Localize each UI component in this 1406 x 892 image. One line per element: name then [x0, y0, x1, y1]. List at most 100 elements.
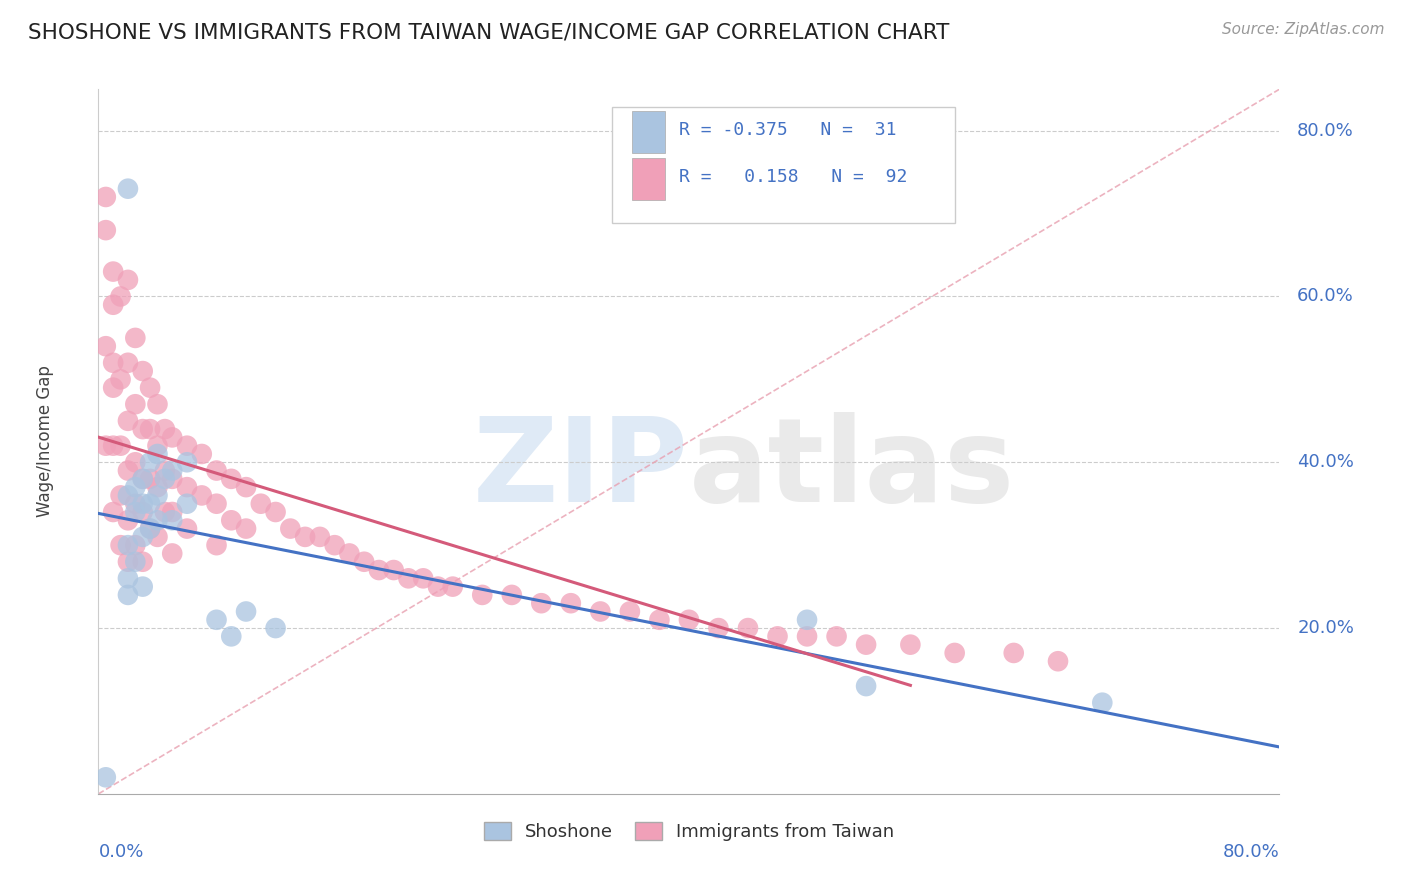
Point [1046, 654, 1070, 668]
Point [146, 397, 169, 411]
Text: 20.0%: 20.0% [1298, 619, 1354, 637]
Point [368, 563, 391, 577]
Point [339, 546, 361, 560]
Point [162, 513, 183, 527]
Point [103, 356, 125, 370]
Point [162, 472, 183, 486]
Point [117, 182, 139, 196]
Point [221, 629, 243, 643]
Point [103, 381, 125, 395]
Point [110, 439, 132, 453]
Point [132, 530, 155, 544]
Point [146, 513, 169, 527]
Point [117, 464, 139, 478]
Point [132, 472, 155, 486]
Text: R =   0.158   N =  92: R = 0.158 N = 92 [679, 169, 908, 186]
Text: 40.0%: 40.0% [1298, 453, 1354, 471]
Point [162, 546, 183, 560]
Point [117, 488, 139, 502]
Point [176, 455, 198, 469]
Point [855, 638, 877, 652]
Point [1091, 696, 1114, 710]
Point [191, 447, 214, 461]
Point [132, 555, 155, 569]
Point [382, 563, 405, 577]
Text: 80.0%: 80.0% [1223, 843, 1279, 861]
Point [117, 538, 139, 552]
Point [153, 472, 176, 486]
Point [205, 497, 228, 511]
Point [825, 629, 848, 643]
Point [264, 621, 287, 635]
Text: Wage/Income Gap: Wage/Income Gap [37, 366, 55, 517]
Point [250, 497, 273, 511]
Point [132, 422, 155, 436]
Point [153, 422, 176, 436]
Point [132, 472, 155, 486]
Text: 80.0%: 80.0% [1298, 121, 1354, 140]
Point [146, 488, 169, 502]
Point [191, 488, 214, 502]
Point [117, 555, 139, 569]
Text: R = -0.375   N =  31: R = -0.375 N = 31 [679, 121, 897, 139]
Point [589, 605, 612, 619]
Point [139, 422, 162, 436]
Point [139, 522, 162, 536]
Point [323, 538, 346, 552]
Point [412, 571, 434, 585]
Point [176, 497, 198, 511]
Point [309, 530, 332, 544]
Point [117, 571, 139, 585]
Point [139, 455, 162, 469]
Point [110, 538, 132, 552]
Point [900, 638, 922, 652]
Point [94, 339, 117, 353]
Point [117, 414, 139, 428]
Point [94, 190, 117, 204]
Point [205, 538, 228, 552]
Point [124, 397, 146, 411]
Point [1002, 646, 1025, 660]
Point [146, 480, 169, 494]
Point [264, 505, 287, 519]
Point [146, 530, 169, 544]
Point [124, 505, 146, 519]
Text: atlas: atlas [689, 412, 1015, 527]
Point [117, 356, 139, 370]
Point [117, 273, 139, 287]
Point [294, 530, 316, 544]
Point [235, 480, 257, 494]
Point [205, 464, 228, 478]
Point [707, 621, 730, 635]
Point [110, 488, 132, 502]
Text: SHOSHONE VS IMMIGRANTS FROM TAIWAN WAGE/INCOME GAP CORRELATION CHART: SHOSHONE VS IMMIGRANTS FROM TAIWAN WAGE/… [28, 22, 949, 42]
Text: 0.0%: 0.0% [98, 843, 143, 861]
Point [139, 381, 162, 395]
Point [139, 472, 162, 486]
Point [176, 522, 198, 536]
Point [153, 505, 176, 519]
Point [855, 679, 877, 693]
Point [153, 464, 176, 478]
Point [94, 223, 117, 237]
Point [124, 497, 146, 511]
Point [94, 439, 117, 453]
Point [124, 538, 146, 552]
Point [146, 447, 169, 461]
Point [678, 613, 700, 627]
Point [235, 522, 257, 536]
Point [943, 646, 966, 660]
Point [205, 613, 228, 627]
Point [132, 505, 155, 519]
Point [110, 289, 132, 303]
Point [103, 264, 125, 278]
Point [103, 298, 125, 312]
Point [162, 430, 183, 444]
Text: ZIP: ZIP [472, 412, 689, 527]
Point [648, 613, 671, 627]
Point [280, 522, 302, 536]
Point [124, 555, 146, 569]
Point [103, 439, 125, 453]
Point [530, 596, 553, 610]
Point [132, 580, 155, 594]
